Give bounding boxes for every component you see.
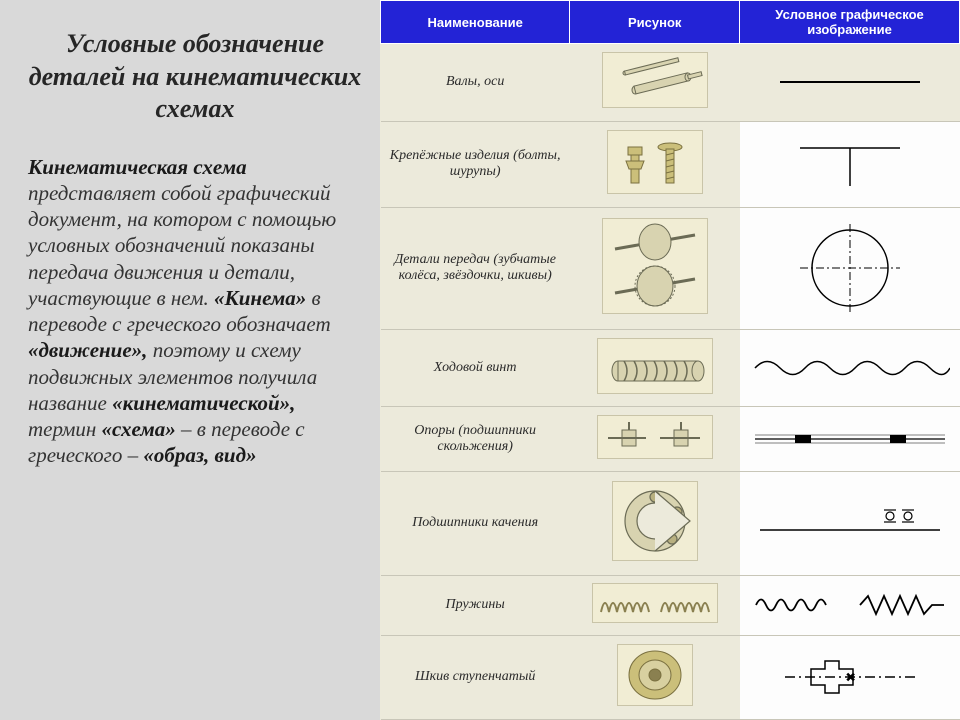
row-drawing [570,208,740,330]
row-symbol [740,121,960,207]
term-movement: «движение», [28,338,147,362]
roller-bearing-symbol-icon [750,498,950,548]
col-header-drawing: Рисунок [570,1,740,44]
row-name: Подшипники качения [381,471,570,575]
row-symbol [740,575,960,635]
plain-bearing-drawing-icon [600,418,710,456]
table-row: Валы, оси [381,44,960,122]
leadscrew-symbol-icon [750,353,950,383]
table-row: Опоры (подшипники скольжения) [381,407,960,471]
row-symbol [740,44,960,122]
term-kinematic: «кинематической», [112,391,295,415]
term-scheme: «схема» [102,417,176,441]
row-name: Крепёжные изделия (болты, шурупы) [381,121,570,207]
row-name: Шкив ступенчатый [381,635,570,719]
row-drawing [570,44,740,122]
stepped-pulley-drawing-icon [620,647,690,703]
gear-drawing-icon [605,221,705,311]
row-name: Ходовой винт [381,329,570,407]
table-row: Крепёжные изделия (болты, шурупы) [381,121,960,207]
table-row: Детали передач (зубчатые колёса, звёздоч… [381,208,960,330]
stepped-pulley-symbol-icon: ✕ [775,649,925,705]
col-header-name: Наименование [381,1,570,44]
spring-drawing-icon [595,586,715,620]
row-drawing [570,121,740,207]
row-name: Опоры (подшипники скольжения) [381,407,570,471]
table-row: Ходовой винт [381,329,960,407]
spring-symbol-icon [750,590,950,620]
col-header-symbol: Условное графическое изображение [740,1,960,44]
row-name: Пружины [381,575,570,635]
leadscrew-drawing-icon [600,341,710,391]
term-image: «образ, вид» [143,443,256,467]
page-title: Условные обозначение деталей на кинемати… [28,28,362,126]
row-symbol [740,407,960,471]
gear-symbol-icon [775,220,925,316]
symbols-table: Наименование Рисунок Условное графическо… [380,0,960,720]
row-drawing [570,635,740,719]
fastener-drawing-icon [610,133,700,191]
shaft-symbol-icon [760,62,940,102]
row-drawing [570,575,740,635]
term-kinema: «Кинема» [214,286,306,310]
fastener-symbol-icon [770,136,930,192]
table-row: Подшипники качения [381,471,960,575]
row-drawing [570,471,740,575]
row-symbol [740,471,960,575]
row-symbol [740,329,960,407]
row-symbol: ✕ [740,635,960,719]
row-drawing [570,329,740,407]
plain-bearing-symbol-icon [750,425,950,453]
row-symbol [740,208,960,330]
roller-bearing-drawing-icon [615,484,695,558]
svg-text:✕: ✕ [846,672,855,684]
desc-text-4: термин [28,417,102,441]
row-drawing [570,407,740,471]
description-paragraph: Кинематическая схема представляет собой … [28,154,362,469]
table-row: Шкив ступенчатый ✕ [381,635,960,719]
row-name: Валы, оси [381,44,570,122]
shaft-drawing-icon [605,55,705,105]
table-row: Пружины [381,575,960,635]
row-name: Детали передач (зубчатые колёса, звёздоч… [381,208,570,330]
term-kinematic-scheme: Кинематическая схема [28,155,247,179]
